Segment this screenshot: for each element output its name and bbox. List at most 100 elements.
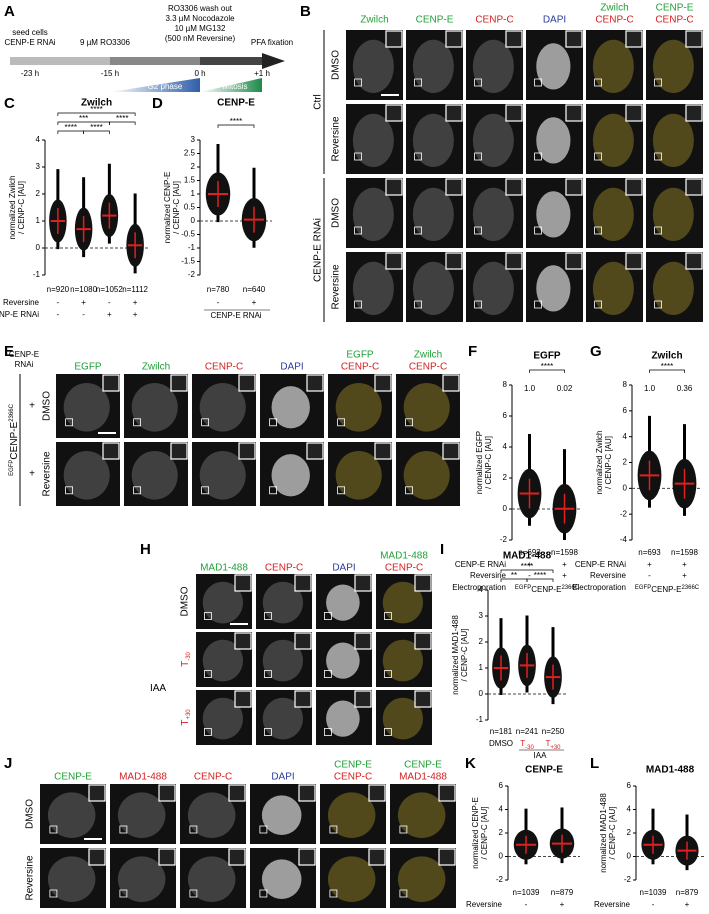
chromosomes — [382, 581, 424, 624]
y-tick-label: 2 — [36, 189, 41, 198]
n-label: n=879 — [551, 888, 574, 897]
chromosomes — [202, 639, 244, 682]
rnai-mark: + — [29, 469, 35, 480]
row-label: T+30 — [180, 709, 192, 726]
column-header: DAPI — [280, 362, 303, 373]
chromosomes — [382, 697, 424, 740]
label-part: 2366C — [681, 585, 699, 591]
inset — [445, 104, 463, 122]
significance: **** — [534, 571, 546, 580]
y-tick-label: -4 — [620, 535, 628, 544]
y-tick-label: 0 — [479, 689, 484, 698]
roi-box — [399, 889, 408, 898]
y-tick-label: 6 — [627, 781, 632, 790]
column-header: CENP-E — [54, 772, 92, 783]
roi-box — [414, 226, 422, 235]
roi-box — [259, 889, 268, 898]
column-header: CENP-C — [205, 362, 243, 373]
inset — [625, 252, 643, 270]
y-tick-label: -2 — [496, 875, 504, 884]
roi-box — [263, 612, 272, 620]
condition-mark: - — [217, 298, 220, 307]
roi-box — [133, 418, 142, 427]
chromosomes — [536, 43, 571, 90]
y-tick-label: 3 — [479, 611, 484, 620]
chromosomes — [472, 261, 514, 315]
significance: **** — [521, 562, 533, 571]
roi-box — [399, 825, 408, 834]
significance: **** — [230, 117, 242, 126]
inset — [385, 104, 403, 122]
y-tick-label: 2 — [627, 828, 632, 837]
chromosomes — [592, 261, 634, 315]
label-part: T — [520, 739, 525, 748]
inset — [438, 848, 456, 866]
panel-label: J — [4, 755, 12, 772]
roi-box — [259, 825, 268, 834]
roi-box — [354, 300, 362, 309]
chromosomes — [397, 792, 446, 838]
inset — [374, 374, 392, 392]
roi-box — [337, 418, 346, 427]
significance: **** — [90, 123, 102, 132]
label-part: T — [545, 739, 550, 748]
chromosomes — [131, 382, 178, 432]
inset — [298, 784, 316, 802]
time: +1 h — [254, 69, 270, 78]
panel-label: B — [300, 3, 311, 20]
label-part: EGFP — [515, 585, 531, 591]
chromosomes — [261, 859, 302, 899]
significance-bracket — [217, 124, 255, 128]
roi-box — [329, 825, 338, 834]
label-part: T — [180, 720, 191, 726]
panel-label: I — [440, 541, 444, 558]
y-tick-label: 3 — [36, 162, 41, 171]
roi-box — [405, 486, 414, 495]
step: 3.3 µM Nocodazole — [165, 14, 235, 23]
chromosomes — [412, 113, 454, 167]
label-part: 2366C — [561, 585, 579, 591]
inset — [625, 178, 643, 196]
column-header: MAD1-488 — [399, 772, 447, 783]
label-part: EGFP — [9, 460, 15, 476]
chromosomes — [335, 382, 382, 432]
y-tick-label: 0 — [623, 483, 628, 492]
roi-box — [337, 486, 346, 495]
chromosomes — [262, 639, 304, 682]
column-header: CENP-E — [334, 760, 372, 771]
y-tick-label: 2 — [479, 637, 484, 646]
column-header: DAPI — [271, 772, 294, 783]
condition-mark: - — [652, 900, 655, 909]
chromosomes — [472, 113, 514, 167]
n-label: n=1052 — [96, 285, 123, 294]
roi-box — [201, 418, 210, 427]
n-label: n=693 — [638, 548, 661, 557]
y-tick-label: 2.5 — [184, 149, 196, 158]
roi-box — [594, 152, 602, 161]
chromosomes — [403, 382, 450, 432]
inset — [170, 374, 188, 392]
chromosomes — [199, 450, 246, 500]
chromosomes — [326, 584, 360, 621]
chromosomes — [262, 697, 304, 740]
inset — [565, 178, 583, 196]
n-label: n=1112 — [122, 285, 148, 294]
chromosomes — [592, 39, 634, 93]
value-label: 1.0 — [644, 384, 656, 393]
inset — [565, 252, 583, 270]
inset — [234, 632, 252, 650]
row-label: DMSO — [42, 391, 53, 421]
x-label: T+30 — [545, 739, 561, 750]
n-label: n=693 — [518, 548, 541, 557]
row-label: Reversine — [331, 116, 342, 161]
value-label: 0.02 — [557, 384, 573, 393]
row-label: DMSO — [331, 198, 342, 228]
column-header: MAD1-488 — [380, 551, 428, 562]
significance: **** — [661, 362, 673, 371]
plot-title: EGFP — [533, 351, 561, 362]
chromosomes — [326, 700, 360, 737]
condition-mark: + — [527, 560, 532, 569]
y-tick-label: -0.5 — [181, 230, 195, 239]
significance-bracket — [109, 121, 136, 125]
footer: CENP-E RNAi — [210, 311, 261, 320]
